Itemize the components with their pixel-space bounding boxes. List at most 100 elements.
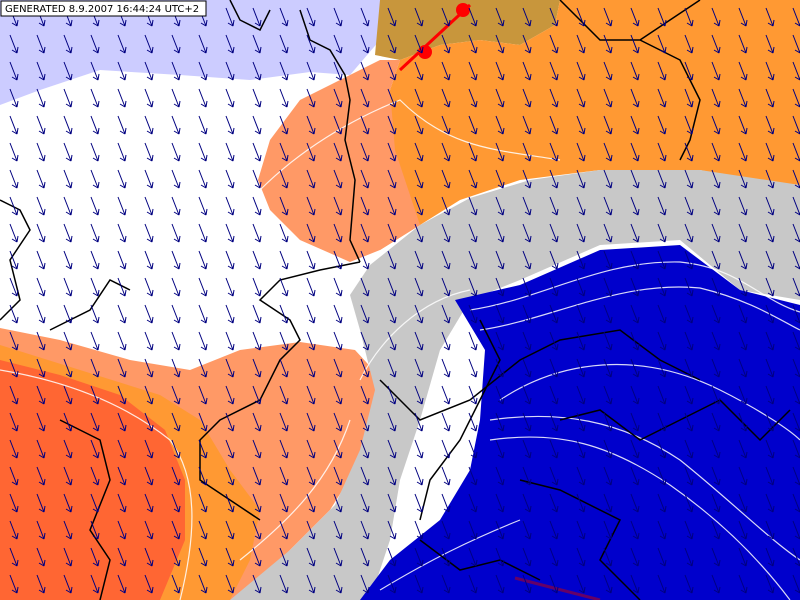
wind-arrow [765,547,775,567]
wind-arrow [711,493,721,513]
wind-arrow [9,88,19,108]
wind-arrow [306,520,316,540]
wind-arrow [414,439,424,459]
wind-arrow [414,358,424,378]
wind-arrow [603,88,613,108]
wind-arrow [333,277,343,297]
wind-arrow [765,169,775,189]
wind-arrow [603,304,613,324]
wind-arrow [387,466,397,486]
wind-arrow [684,7,694,27]
wind-arrow [792,439,800,459]
wind-arrow [495,142,505,162]
wind-arrow [792,520,800,540]
wind-arrow [765,574,775,594]
wind-arrow [306,547,316,567]
wind-arrow [63,412,73,432]
wind-arrow [90,61,100,81]
wind-arrow [711,61,721,81]
wind-arrow [630,277,640,297]
wind-arrow [90,223,100,243]
wind-arrow [576,574,586,594]
wind-arrow [198,169,208,189]
wind-arrow [306,196,316,216]
wind-arrow [495,493,505,513]
wind-arrow [90,574,100,594]
wind-arrow [711,223,721,243]
wind-arrow [738,223,748,243]
wind-arrow [90,331,100,351]
wind-arrow [387,196,397,216]
wind-arrow [738,520,748,540]
wind-arrow [90,358,100,378]
wind-arrow [657,358,667,378]
wind-arrow [495,439,505,459]
wind-arrow [198,34,208,54]
wind-arrow [117,277,127,297]
wind-arrow [36,547,46,567]
wind-arrow [306,277,316,297]
wind-arrow [306,358,316,378]
wind-arrow [387,7,397,27]
wind-arrow [36,61,46,81]
wind-arrow [414,412,424,432]
wind-arrow [603,277,613,297]
wind-arrow [171,250,181,270]
wind-arrow [225,412,235,432]
wind-arrow [225,250,235,270]
wind-arrow [765,223,775,243]
wind-arrow [171,412,181,432]
wind-arrow [522,250,532,270]
wind-arrow [63,142,73,162]
wind-arrow [441,169,451,189]
wind-arrow [549,574,559,594]
wind-arrow [144,34,154,54]
wind-arrow [792,142,800,162]
wind-arrow [279,142,289,162]
wind-arrow [549,223,559,243]
wind-arrow [522,115,532,135]
wind-arrow [495,574,505,594]
wind-arrow [522,7,532,27]
wind-arrow [387,331,397,351]
wind-arrow [360,547,370,567]
wind-arrow [387,547,397,567]
wind-arrow [117,466,127,486]
wind-arrow [225,385,235,405]
wind-arrow [36,169,46,189]
wind-arrow [198,466,208,486]
wind-arrow [360,385,370,405]
wind-arrow [90,169,100,189]
wind-arrow [198,196,208,216]
wind-arrow [171,520,181,540]
wind-arrow [360,466,370,486]
wind-arrow [549,412,559,432]
wind-arrow [468,115,478,135]
wind-arrow [387,520,397,540]
wind-arrow [549,250,559,270]
wind-arrow [495,331,505,351]
wind-arrow [441,142,451,162]
wind-arrow [252,7,262,27]
wind-arrow [711,88,721,108]
wind-arrow [117,196,127,216]
wind-arrow [603,169,613,189]
wind-arrow [252,61,262,81]
wind-arrow [144,304,154,324]
wind-arrow [63,196,73,216]
wind-arrow [657,493,667,513]
wind-arrow [252,223,262,243]
wind-arrow [684,331,694,351]
wind-arrow [711,250,721,270]
wind-arrow [252,88,262,108]
wind-arrow [657,196,667,216]
wind-arrow [711,439,721,459]
wind-arrow [630,223,640,243]
wind-arrow [522,277,532,297]
wind-arrow [225,466,235,486]
wind-arrow [144,493,154,513]
wind-arrow [549,61,559,81]
wind-arrow [360,169,370,189]
wind-arrow [9,466,19,486]
wind-arrow [144,115,154,135]
